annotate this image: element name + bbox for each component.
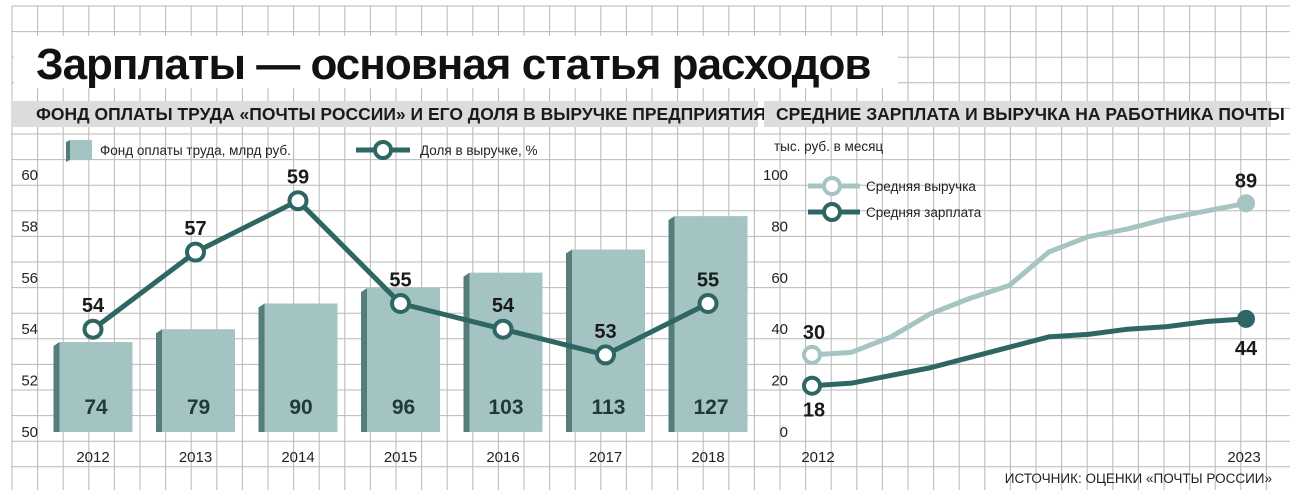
share-point [595, 344, 616, 366]
share-point-label: 55 [389, 270, 411, 292]
legend-salary-marker [822, 202, 842, 222]
bar-side [258, 303, 265, 432]
share-point [287, 190, 309, 212]
right-y-tick: 60 [771, 270, 788, 287]
legend-revenue-label: Средняя выручка [866, 179, 976, 194]
bar-2012 [59, 342, 133, 432]
share-point-label: 54 [82, 295, 105, 317]
share-point [82, 318, 104, 340]
right-chart: 100 80 60 40 20 0 2012 2023 30 89 18 44 [763, 167, 1261, 466]
right-y-tick: 80 [771, 218, 788, 235]
right-x-tick: 2023 [1227, 449, 1260, 466]
share-point [185, 241, 206, 263]
legend-bar-swatch-side [66, 140, 70, 162]
title-backdrop [14, 36, 898, 88]
bar-value-label: 74 [84, 396, 108, 419]
bar-value-label: 96 [392, 396, 415, 419]
left-chart: 60 58 56 54 52 50 74 79 90 96 103 113 127 2012 2013 201… [21, 167, 748, 466]
left-x-tick: 2012 [76, 449, 109, 466]
left-panel-header [12, 101, 758, 127]
bar-value-label: 90 [289, 396, 312, 419]
main-title: Зарплаты — основная статья расходов [36, 40, 870, 89]
left-y-tick: 56 [21, 270, 38, 287]
left-x-tick: 2013 [179, 449, 212, 466]
source-note: ИСТОЧНИК: ОЦЕНКИ «ПОЧТЫ РОССИИ» [1005, 471, 1272, 486]
right-y-tick: 40 [771, 321, 788, 338]
share-point [492, 318, 514, 340]
left-y-tick: 50 [21, 424, 38, 441]
left-y-tick: 58 [21, 218, 38, 235]
left-x-tick: 2014 [281, 449, 314, 466]
bar-value-label: 79 [187, 396, 210, 419]
bar-2013 [162, 329, 235, 432]
bar-value-label: 103 [488, 396, 523, 419]
bar-side [53, 342, 60, 432]
bar-side [566, 249, 572, 432]
line-end-point [1237, 194, 1255, 213]
bar-2018 [674, 216, 748, 432]
legend-salary-label: Средняя зарплата [866, 205, 982, 220]
legend-bar-swatch [70, 140, 92, 160]
left-x-tick: 2018 [691, 449, 724, 466]
left-x-tick: 2017 [589, 449, 622, 466]
share-point-label: 59 [287, 167, 309, 189]
line-value-label: 44 [1235, 338, 1258, 360]
legend-line-marker [373, 140, 393, 160]
share-point [390, 293, 411, 314]
right-legend: Средняя выручка Средняя зарплата [808, 176, 982, 222]
right-unit-label: тыс. руб. в месяц [774, 139, 883, 154]
right-y-tick: 0 [780, 424, 788, 441]
right-x-tick: 2012 [801, 449, 834, 466]
left-legend: Фонд оплаты труда, млрд руб. Доля в выру… [66, 140, 537, 162]
left-y-tick: 60 [21, 167, 38, 184]
share-point-label: 54 [492, 295, 515, 317]
bar-value-label: 127 [693, 396, 728, 419]
share-point [697, 293, 719, 314]
bar-value-label: 113 [592, 396, 626, 419]
bar-side [463, 272, 470, 432]
revenue-line [811, 200, 1247, 358]
right-panel-header [764, 101, 1271, 127]
left-x-tick: 2015 [384, 449, 417, 466]
line-end-point [1237, 309, 1255, 328]
share-point-label: 57 [184, 218, 206, 240]
salary-line [811, 316, 1247, 389]
left-x-tick: 2016 [486, 449, 519, 466]
bar-2014 [264, 303, 338, 432]
share-point-label: 55 [697, 270, 719, 292]
bar-side [361, 288, 367, 432]
legend-line-label: Доля в выручке, % [420, 143, 537, 158]
line-value-label: 30 [803, 322, 825, 344]
right-y-tick: 20 [771, 373, 788, 390]
left-y-tick: 52 [21, 373, 38, 390]
legend-bar-label: Фонд оплаты труда, млрд руб. [100, 143, 291, 158]
bar-side [156, 329, 162, 432]
share-point-label: 53 [594, 321, 616, 343]
left-panel-title: ФОНД ОПЛАТЫ ТРУДА «ПОЧТЫ РОССИИ» И ЕГО Д… [36, 104, 766, 124]
line-end-point [802, 375, 822, 396]
bar-2016 [469, 272, 543, 432]
line-value-label: 18 [803, 400, 825, 422]
legend-revenue-marker [822, 176, 842, 196]
line-value-label: 89 [1235, 170, 1257, 192]
line-end-point [802, 344, 822, 365]
right-panel-title: СРЕДНИЕ ЗАРПЛАТА И ВЫРУЧКА НА РАБОТНИКА … [776, 104, 1285, 124]
left-y-tick: 54 [21, 321, 38, 338]
right-y-tick: 100 [763, 167, 788, 184]
